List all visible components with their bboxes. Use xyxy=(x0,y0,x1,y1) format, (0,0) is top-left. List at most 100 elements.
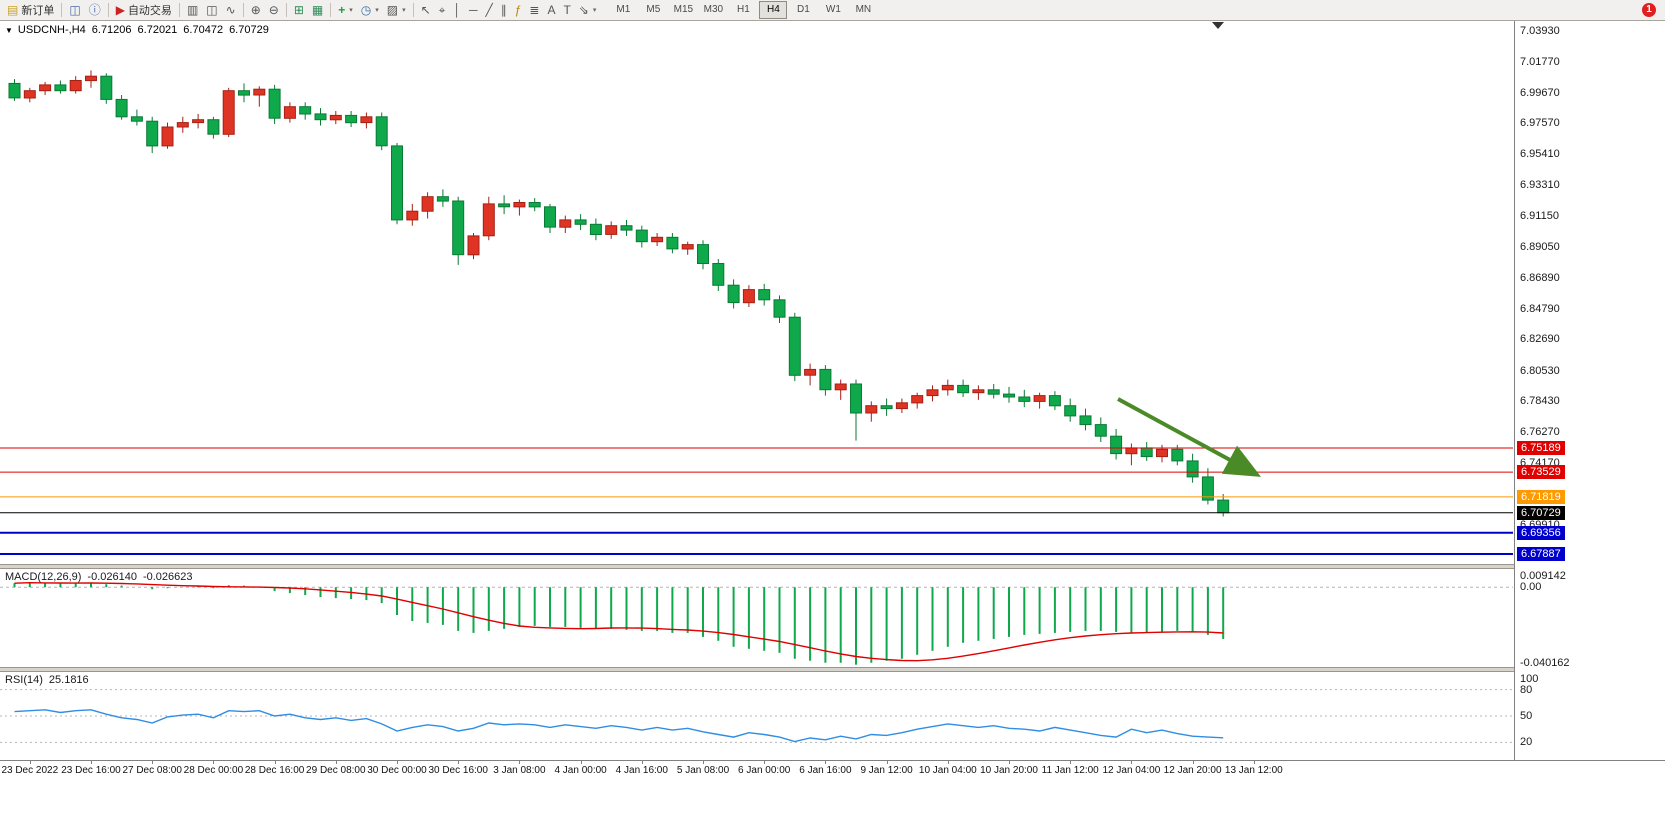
time-axis-label: 29 Dec 08:00 xyxy=(306,765,366,776)
profiles-button[interactable]: ⓘ xyxy=(85,1,105,19)
templates-button[interactable]: ▨ ▾ xyxy=(383,1,410,19)
macd-indicator-name: MACD(12,26,9) xyxy=(5,571,82,583)
timeframe-button-w1[interactable]: W1 xyxy=(825,4,841,15)
time-tick xyxy=(825,761,827,764)
text-icon: A xyxy=(547,3,556,17)
indicators-button[interactable]: + ▾ xyxy=(334,1,357,19)
time-axis-label: 6 Jan 16:00 xyxy=(799,765,852,776)
dropdown-caret-icon: ▾ xyxy=(402,7,406,14)
auto-trading-button-label: 自动交易 xyxy=(127,5,172,17)
time-axis-label: 10 Jan 04:00 xyxy=(918,765,977,776)
price-chart-panel[interactable]: ▼ USDCNH-,H4 6.71206 6.72021 6.70472 6.7… xyxy=(0,21,1513,564)
time-tick xyxy=(1253,761,1255,764)
auto-trading-icon: ▶ xyxy=(115,3,125,17)
price-axis[interactable]: 7.03930 7.01770 6.99670 6.97570 6.95410 6.933… xyxy=(1514,21,1665,760)
candles xyxy=(8,70,1230,517)
price-grid-label: 6.80530 xyxy=(1520,364,1560,377)
timeframe-button-mn[interactable]: MN xyxy=(855,4,872,15)
trendline-icon: ╱ xyxy=(485,3,493,17)
line-chart-button[interactable]: ∿ xyxy=(222,1,240,19)
toolbar-separator xyxy=(242,3,244,17)
time-tick xyxy=(641,761,643,764)
fibonacci-icon: ƒ xyxy=(514,3,522,17)
time-tick xyxy=(397,761,398,764)
horizontal-line-button[interactable]: ─ xyxy=(465,1,482,19)
panel-divider[interactable] xyxy=(0,667,1665,672)
periods-button[interactable]: ◷ ▾ xyxy=(357,1,383,19)
shapes-button[interactable]: ≣ xyxy=(525,1,543,19)
notification-badge[interactable]: 1 xyxy=(1642,3,1656,17)
timeframe-button-h1[interactable]: H1 xyxy=(736,4,750,15)
timeframe-button-m5[interactable]: M5 xyxy=(646,4,661,15)
trend-arrow-annotation[interactable] xyxy=(1117,397,1262,477)
fibonacci-button[interactable]: ƒ xyxy=(511,1,526,19)
timeframe-button-m1[interactable]: M1 xyxy=(616,4,631,15)
time-axis-label: 23 Dec 2022 xyxy=(1,765,59,776)
price-grid-label: 7.01770 xyxy=(1520,56,1560,69)
time-axis-label: 9 Jan 12:00 xyxy=(860,765,913,776)
trendline-button[interactable]: ╱ xyxy=(481,1,496,19)
timeframe-button-m30[interactable]: M30 xyxy=(703,4,724,15)
time-tick xyxy=(458,761,460,764)
tile-windows-button[interactable]: ⊞ xyxy=(290,1,308,19)
crosshair-button[interactable]: ⌖ xyxy=(435,1,450,19)
channel-button[interactable]: ∥ xyxy=(497,1,511,19)
candlestick-chart[interactable] xyxy=(0,21,1513,564)
rsi-label: RSI(14) 25.1816 xyxy=(5,674,89,686)
toolbar-separator xyxy=(330,3,332,17)
vertical-line-button[interactable]: │ xyxy=(449,1,465,19)
rsi-panel[interactable]: RSI(14) 25.1816 xyxy=(0,672,1513,760)
panel-divider[interactable] xyxy=(0,564,1665,569)
new-chart-icon: ◫ xyxy=(69,3,81,17)
bar-chart-button[interactable]: ▥ xyxy=(183,1,202,19)
text-button[interactable]: A xyxy=(543,1,559,19)
new-order-button-label: 新订单 xyxy=(21,5,55,17)
time-axis-label: 10 Jan 20:00 xyxy=(980,765,1038,776)
macd-axis-label: 0.009142 xyxy=(1520,570,1566,582)
chart-menu-icon[interactable]: ▼ xyxy=(5,25,13,35)
shapes-icon: ≣ xyxy=(529,3,540,17)
time-axis-label: 27 Dec 08:00 xyxy=(122,765,182,776)
rsi-chart[interactable] xyxy=(0,672,1513,760)
time-axis-label: 5 Jan 08:00 xyxy=(676,765,730,776)
price-grid-label: 6.84790 xyxy=(1520,302,1560,315)
zoom-in-button[interactable]: ⊕ xyxy=(247,1,265,19)
horizontal-line-icon: ─ xyxy=(468,3,478,17)
macd-axis-label: -0.040162 xyxy=(1520,657,1570,669)
arrows-button[interactable]: ⇘ ▾ xyxy=(575,1,601,19)
rsi-axis-label: 50 xyxy=(1520,710,1533,722)
macd-chart[interactable] xyxy=(0,569,1513,667)
rsi-indicator-name: RSI(14) xyxy=(5,674,43,686)
new-chart-button[interactable]: ◫ xyxy=(65,1,84,19)
crosshair-icon: ⌖ xyxy=(438,3,446,17)
time-tick xyxy=(580,761,582,764)
time-tick xyxy=(764,761,766,764)
macd-main-value: -0.026140 xyxy=(87,571,137,583)
macd-label: MACD(12,26,9) -0.026140 -0.026623 xyxy=(5,571,193,583)
timeframe-button-h4[interactable]: H4 xyxy=(759,1,788,19)
arrows-icon: ⇘ xyxy=(578,3,589,17)
rsi-axis-label: 100 xyxy=(1520,673,1539,685)
auto-trading-button[interactable]: ▶ 自动交易 xyxy=(112,1,176,19)
macd-panel[interactable]: MACD(12,26,9) -0.026140 -0.026623 xyxy=(0,569,1513,667)
cursor-button[interactable]: ↖ xyxy=(417,1,435,19)
time-tick xyxy=(947,761,949,764)
toolbar-separator xyxy=(178,3,180,17)
timeframe-button-d1[interactable]: D1 xyxy=(796,4,810,15)
time-axis-label: 4 Jan 16:00 xyxy=(615,765,668,776)
label-button[interactable]: T xyxy=(559,1,574,19)
rsi-value: 25.1816 xyxy=(48,674,89,686)
time-axis-label: 3 Jan 08:00 xyxy=(493,765,546,776)
new-order-button[interactable]: ▤ 新订单 xyxy=(3,1,58,19)
time-tick xyxy=(1070,761,1072,764)
arrange-windows-button[interactable]: ▦ xyxy=(308,1,327,19)
candlestick-chart-button[interactable]: ◫ xyxy=(202,1,221,19)
zoom-out-button[interactable]: ⊖ xyxy=(265,1,283,19)
timeframe-button-m15[interactable]: M15 xyxy=(673,4,694,15)
price-level-badge: 6.67887 xyxy=(1517,547,1565,561)
time-axis-label: 13 Jan 12:00 xyxy=(1224,765,1283,776)
price-level-badge: 6.70729 xyxy=(1517,505,1565,520)
time-tick xyxy=(886,761,888,764)
time-axis[interactable]: 23 Dec 2022 23 Dec 16:00 27 Dec 08:00 28 De… xyxy=(0,760,1665,779)
